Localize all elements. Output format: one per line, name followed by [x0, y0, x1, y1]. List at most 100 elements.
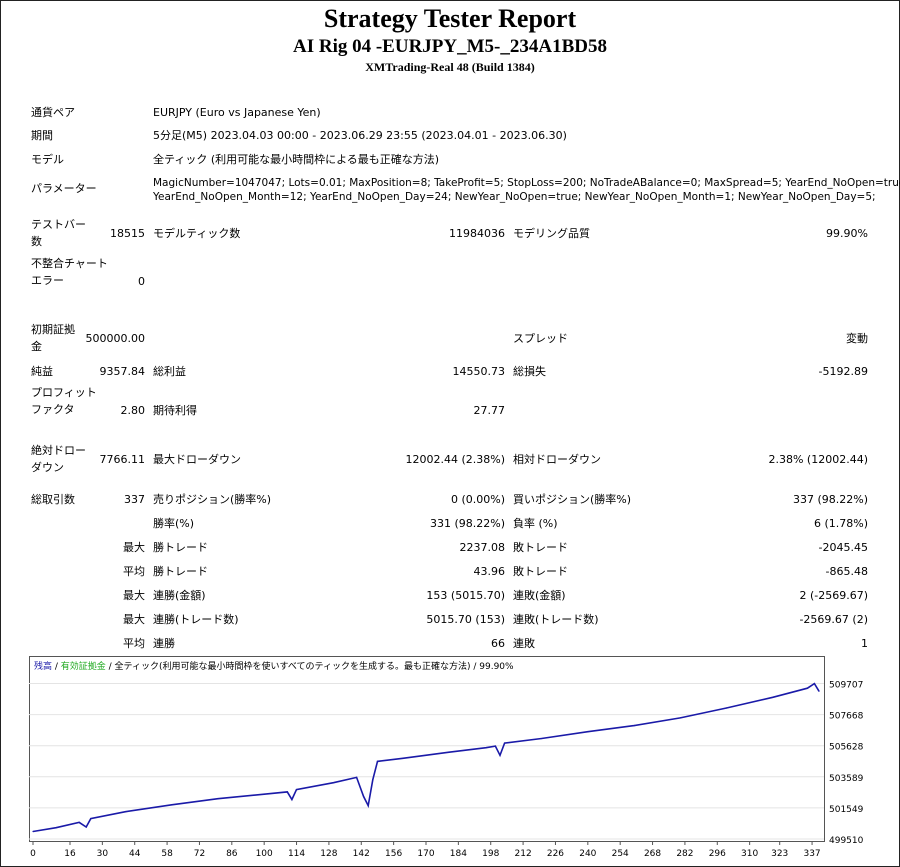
- x-tick-label: 226: [547, 849, 564, 859]
- balance-point: [124, 811, 127, 813]
- balance-point: [85, 826, 87, 828]
- balance-point: [367, 805, 369, 807]
- max-word-3: 最大: [123, 613, 145, 626]
- consec-loss-cnt-value: -2569.67 (2): [799, 613, 868, 626]
- model-value: 全ティック (利用可能な最小時間枠による最も正確な方法): [153, 153, 440, 166]
- balance-point: [217, 798, 219, 800]
- avg-consec-loss-value: 1: [861, 637, 868, 650]
- x-tick-label: 310: [741, 849, 758, 859]
- balance-point: [263, 793, 265, 795]
- legend-rest: / 全ティック(利用可能な最小時間枠を使いすべてのティックを生成する。最も正確な…: [106, 660, 514, 672]
- balance-point: [541, 737, 543, 740]
- balance-point: [679, 717, 681, 719]
- consec-win-cnt-value: 5015.70 (153): [426, 613, 505, 626]
- deposit-value: 500000.00: [85, 332, 146, 345]
- y-tick-label: 501549: [829, 805, 864, 815]
- balance-point: [171, 804, 173, 806]
- period-value: 5分足(M5) 2023.04.03 00:00 - 2023.06.29 23…: [153, 129, 567, 142]
- y-axis-ticks: 509707 507668 505628 503589 501549 499510: [829, 681, 864, 846]
- x-tick-label: 86: [226, 849, 238, 859]
- params-line-1: MagicNumber=1047047; Lots=0.01; MaxPosit…: [153, 177, 900, 189]
- consec-loss-amt-label: 連敗(金額): [513, 589, 566, 602]
- balance-point: [806, 687, 809, 689]
- spread-label: スプレッド: [513, 332, 568, 345]
- rel-dd-value: 2.38% (12002.44): [768, 453, 868, 466]
- avg-win-value: 43.96: [473, 565, 506, 578]
- params-line-2: YearEnd_NoOpen_Month=12; YearEnd_NoOpen_…: [153, 191, 876, 203]
- chart-legend: 残高 / 有効証拠金 / 全ティック(利用可能な最小時間枠を使いすべてのティック…: [34, 660, 514, 672]
- report-title: Strategy Tester Report: [323, 4, 577, 33]
- y-tick-label: 503589: [829, 774, 864, 784]
- profit-factor-value: 2.80: [120, 404, 146, 417]
- x-tick-label: 30: [97, 849, 109, 859]
- quality-value: 99.90%: [826, 227, 868, 240]
- x-tick-label: 114: [288, 849, 305, 859]
- balance-point: [376, 760, 379, 762]
- balance-point: [504, 742, 506, 744]
- ticks-value: 11984036: [449, 227, 505, 240]
- mismatch-value: 0: [138, 275, 145, 288]
- balance-point: [448, 751, 450, 753]
- avg-word: 平均: [123, 565, 145, 578]
- avg-consec-win-value: 66: [491, 637, 505, 650]
- balance-point: [55, 827, 57, 829]
- gross-profit-value: 14550.73: [452, 365, 506, 378]
- short-label: 売りポジション(勝率%): [153, 493, 272, 506]
- balance-point: [363, 795, 365, 798]
- spread-value: 変動: [846, 332, 868, 345]
- avg-word-2: 平均: [123, 637, 145, 650]
- balance-point: [772, 696, 774, 698]
- x-tick-label: 240: [579, 849, 596, 859]
- model-label: モデル: [31, 153, 64, 166]
- trades-value: 337: [124, 493, 145, 506]
- expected-payoff-label: 期待利得: [153, 404, 197, 417]
- avg-consec-win-label: 連勝: [153, 637, 175, 650]
- bars-value: 18515: [110, 227, 145, 240]
- max-dd-value: 12002.44 (2.38%): [405, 453, 505, 466]
- expected-payoff-value: 27.77: [473, 404, 506, 417]
- consec-loss-cnt-label: 連敗(トレード数): [513, 613, 599, 626]
- net-value: 9357.84: [99, 365, 146, 378]
- profit-factor-label: プロフィットファクタ: [31, 386, 97, 416]
- server-info: XMTrading-Real 48 (Build 1384): [365, 60, 535, 74]
- balance-point: [485, 747, 487, 749]
- balance-chart: 残高 / 有効証拠金 / 全ティック(利用可能な最小時間枠を使いすべてのティック…: [29, 656, 864, 859]
- x-tick-label: 254: [612, 849, 629, 859]
- balance-point: [633, 725, 635, 727]
- consec-win-amt-label: 連勝(金額): [153, 589, 206, 602]
- x-tick-label: 142: [353, 849, 370, 859]
- largest-win-value: 2237.08: [459, 541, 506, 554]
- balance-point: [499, 754, 501, 756]
- avg-win-label: 勝トレード: [153, 565, 208, 578]
- ea-name: AI Rig 04 -EURJPY_M5-_234A1BD58: [292, 36, 607, 57]
- x-tick-label: 337: [803, 849, 820, 859]
- pair-value: EURJPY (Euro vs Japanese Yen): [153, 106, 321, 119]
- consec-win-cnt-label: 連勝(トレード数): [153, 613, 239, 626]
- y-tick-label: 507668: [829, 712, 864, 722]
- balance-point: [78, 821, 80, 823]
- x-tick-label: 72: [194, 849, 205, 859]
- avg-loss-label: 敗トレード: [513, 565, 568, 578]
- x-tick-label: 296: [709, 849, 726, 859]
- period-label: 期間: [31, 129, 53, 142]
- balance-point: [725, 707, 728, 709]
- x-tick-label: 58: [161, 849, 173, 859]
- params-label: パラメーター: [31, 182, 97, 195]
- loss-label: 負率 (%): [513, 517, 558, 530]
- x-tick-label: 282: [676, 849, 693, 859]
- ticks-label: モデルティック数: [153, 227, 241, 240]
- consec-loss-amt-value: 2 (-2569.67): [799, 589, 868, 602]
- max-word-2: 最大: [123, 589, 145, 602]
- mismatch-label: 不整合チャートエラー: [31, 257, 108, 287]
- x-tick-label: 170: [417, 849, 434, 859]
- quality-label: モデリング品質: [513, 227, 590, 240]
- x-tick-label: 212: [515, 849, 532, 859]
- gross-loss-value: -5192.89: [818, 365, 868, 378]
- avg-consec-loss-label: 連敗: [513, 637, 535, 650]
- net-label: 純益: [31, 365, 53, 378]
- balance-point: [332, 782, 335, 784]
- y-tick-label: 505628: [829, 743, 864, 753]
- x-tick-label: 100: [256, 849, 273, 859]
- balance-point: [90, 818, 92, 820]
- consec-win-amt-value: 153 (5015.70): [426, 589, 505, 602]
